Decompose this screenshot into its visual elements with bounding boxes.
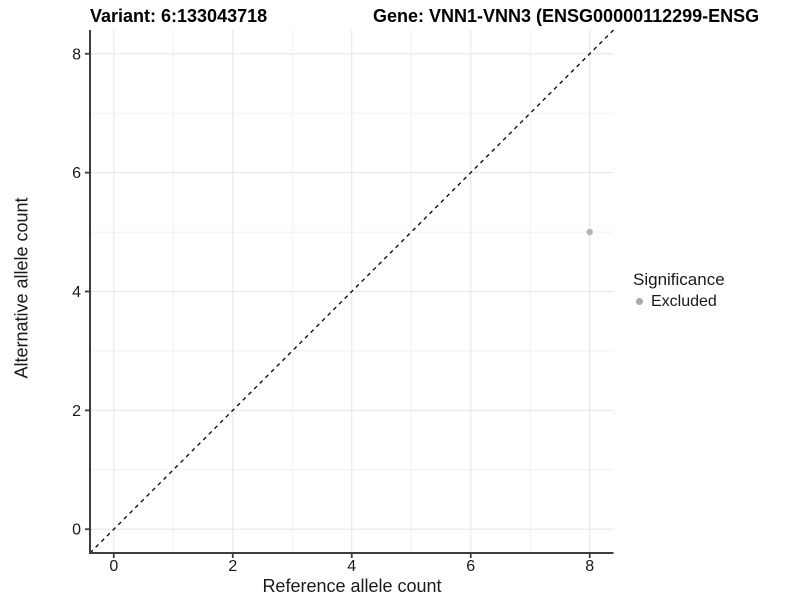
legend-title: Significance xyxy=(633,270,725,289)
axis-ticks xyxy=(85,52,591,558)
y-tick-label: 6 xyxy=(72,165,81,182)
x-tick-label: 0 xyxy=(109,558,118,575)
x-tick-label: 2 xyxy=(228,558,237,575)
axis-tick-labels: 0 2 4 6 8 0 2 4 6 8 xyxy=(72,46,594,575)
x-axis-title: Reference allele count xyxy=(262,576,442,596)
y-tick-label: 2 xyxy=(72,403,81,420)
y-tick-label: 0 xyxy=(72,522,81,539)
x-tick-label: 6 xyxy=(466,558,475,575)
data-point xyxy=(586,228,593,236)
legend: Significance Excluded xyxy=(633,270,725,311)
y-axis-title: Alternative allele count xyxy=(11,197,32,379)
y-tick-label: 4 xyxy=(72,284,81,301)
excluded-point-icon xyxy=(636,298,643,305)
legend-item-label: Excluded xyxy=(651,293,717,310)
identity-dashed-line xyxy=(89,29,614,554)
legend-item-excluded: Excluded xyxy=(633,293,725,310)
x-tick-label: 8 xyxy=(585,558,594,575)
x-tick-label: 4 xyxy=(347,558,356,575)
data-points xyxy=(586,228,593,236)
y-tick-label: 8 xyxy=(72,46,81,63)
gene-title: Gene: VNN1-VNN3 (ENSG00000112299-ENSG xyxy=(373,6,760,26)
variant-title: Variant: 6:133043718 xyxy=(90,6,268,26)
